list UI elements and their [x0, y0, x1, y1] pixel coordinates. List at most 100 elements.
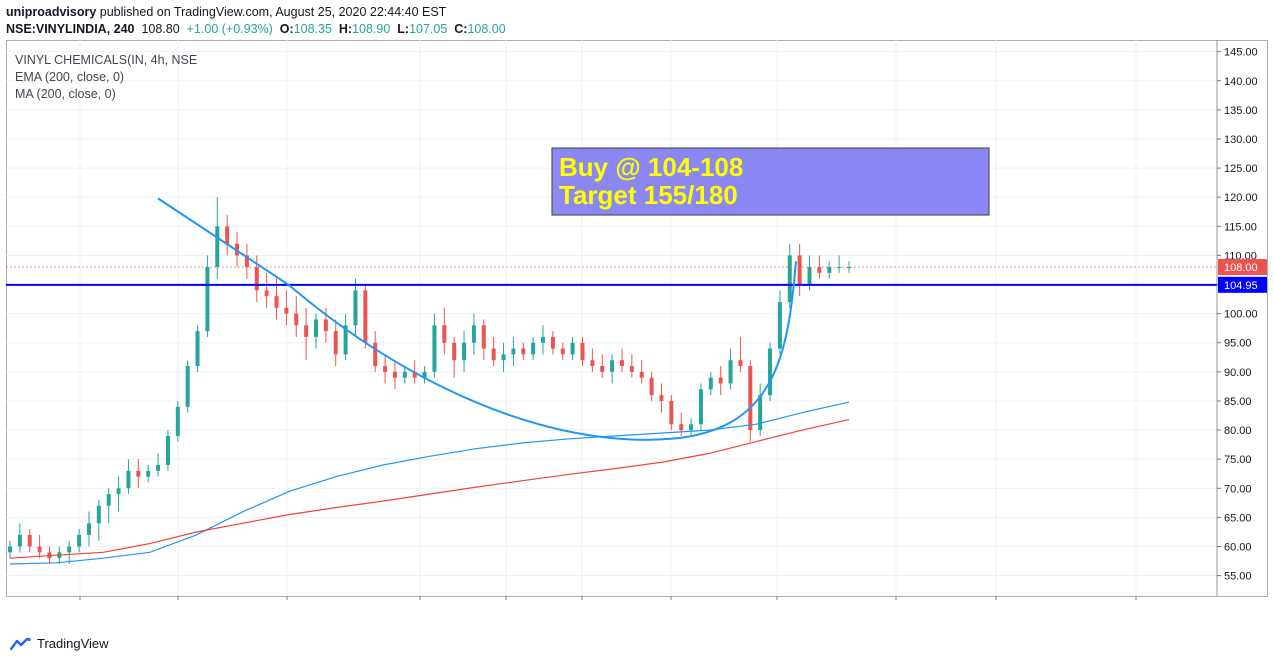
candle[interactable]: [195, 325, 200, 372]
candle[interactable]: [304, 307, 309, 361]
candle-body: [570, 342, 575, 355]
candle-body: [353, 290, 358, 326]
candle[interactable]: [136, 459, 141, 489]
candle-body: [274, 296, 279, 308]
candle[interactable]: [106, 488, 111, 524]
candle[interactable]: [689, 418, 694, 436]
ema-line[interactable]: [9, 401, 850, 565]
candle[interactable]: [718, 366, 723, 396]
candle[interactable]: [531, 336, 536, 361]
candle[interactable]: [313, 313, 318, 349]
candle[interactable]: [787, 243, 792, 308]
candle[interactable]: [560, 342, 565, 361]
candle-body: [807, 267, 812, 285]
candle[interactable]: [748, 360, 753, 442]
candle[interactable]: [501, 342, 506, 372]
candle[interactable]: [738, 336, 743, 372]
chart-panel[interactable]: Buy @ 104-108 Target 155/180 145.00 140.00…: [6, 40, 1268, 617]
author-name[interactable]: uniproadvisory: [6, 5, 97, 19]
candle[interactable]: [373, 331, 378, 372]
candle[interactable]: [77, 529, 82, 553]
candle[interactable]: [708, 371, 713, 396]
candle[interactable]: [146, 465, 151, 483]
candle[interactable]: [175, 400, 180, 442]
candle[interactable]: [580, 336, 585, 367]
candle[interactable]: [550, 331, 555, 355]
candle[interactable]: [244, 243, 249, 279]
rounding-bottom-curve[interactable]: [288, 261, 797, 441]
candle[interactable]: [264, 272, 269, 308]
candle[interactable]: [185, 360, 190, 413]
candle[interactable]: [847, 261, 851, 273]
candle[interactable]: [698, 383, 703, 431]
candle[interactable]: [659, 383, 664, 413]
candle[interactable]: [363, 284, 368, 349]
symbol-label: NSE:VINYLINDIA, 240: [6, 22, 135, 36]
candle[interactable]: [511, 336, 516, 367]
candle[interactable]: [17, 523, 22, 553]
candle[interactable]: [294, 296, 299, 337]
ma-line[interactable]: [9, 419, 850, 559]
candle[interactable]: [758, 383, 763, 436]
candle-body: [106, 494, 111, 506]
candle[interactable]: [27, 529, 32, 553]
candle[interactable]: [649, 371, 654, 401]
candle[interactable]: [383, 354, 388, 384]
candle-body: [649, 377, 654, 396]
candle[interactable]: [37, 534, 42, 559]
candle[interactable]: [629, 354, 634, 378]
candle[interactable]: [590, 348, 595, 372]
candle[interactable]: [639, 360, 644, 384]
candle-body: [225, 226, 230, 244]
y-tick-label: 100.00: [1224, 309, 1258, 321]
candle[interactable]: [827, 261, 832, 279]
candle-body: [294, 313, 299, 326]
candle[interactable]: [343, 313, 348, 361]
candle-body: [560, 348, 565, 355]
candle[interactable]: [126, 459, 131, 495]
candle[interactable]: [471, 313, 476, 355]
candle[interactable]: [284, 290, 289, 326]
candle[interactable]: [165, 430, 170, 471]
candle[interactable]: [541, 325, 546, 355]
candle[interactable]: [521, 342, 526, 361]
candle[interactable]: [442, 307, 447, 355]
candle[interactable]: [86, 511, 91, 547]
footer-brand[interactable]: TradingView: [10, 636, 109, 651]
candle[interactable]: [96, 499, 101, 541]
candle[interactable]: [432, 313, 437, 378]
candle[interactable]: [462, 331, 467, 372]
candle-body: [383, 366, 388, 372]
candle[interactable]: [837, 255, 842, 273]
candle[interactable]: [333, 319, 338, 367]
candle[interactable]: [600, 354, 605, 378]
candle[interactable]: [353, 278, 358, 337]
candle[interactable]: [669, 395, 674, 431]
candle[interactable]: [481, 319, 486, 361]
candle[interactable]: [392, 360, 397, 390]
ema-legend[interactable]: EMA (200, close, 0): [15, 70, 125, 84]
candle[interactable]: [610, 354, 615, 384]
candle[interactable]: [8, 540, 12, 559]
candle[interactable]: [797, 243, 802, 297]
candle[interactable]: [777, 290, 782, 355]
candle[interactable]: [205, 255, 210, 337]
candle[interactable]: [225, 214, 230, 256]
candle[interactable]: [570, 336, 575, 361]
candle[interactable]: [156, 453, 161, 477]
candle-body: [254, 267, 259, 291]
candle[interactable]: [768, 342, 773, 401]
candle-body: [195, 331, 200, 367]
candle[interactable]: [452, 336, 457, 378]
candle[interactable]: [402, 366, 407, 384]
ma-legend[interactable]: MA (200, close, 0): [15, 87, 116, 101]
candle[interactable]: [67, 540, 72, 564]
candle[interactable]: [491, 336, 496, 367]
trend-line[interactable]: [157, 197, 290, 286]
candle[interactable]: [116, 476, 121, 512]
candle[interactable]: [422, 366, 427, 384]
candle[interactable]: [728, 348, 733, 390]
candle[interactable]: [619, 348, 624, 372]
